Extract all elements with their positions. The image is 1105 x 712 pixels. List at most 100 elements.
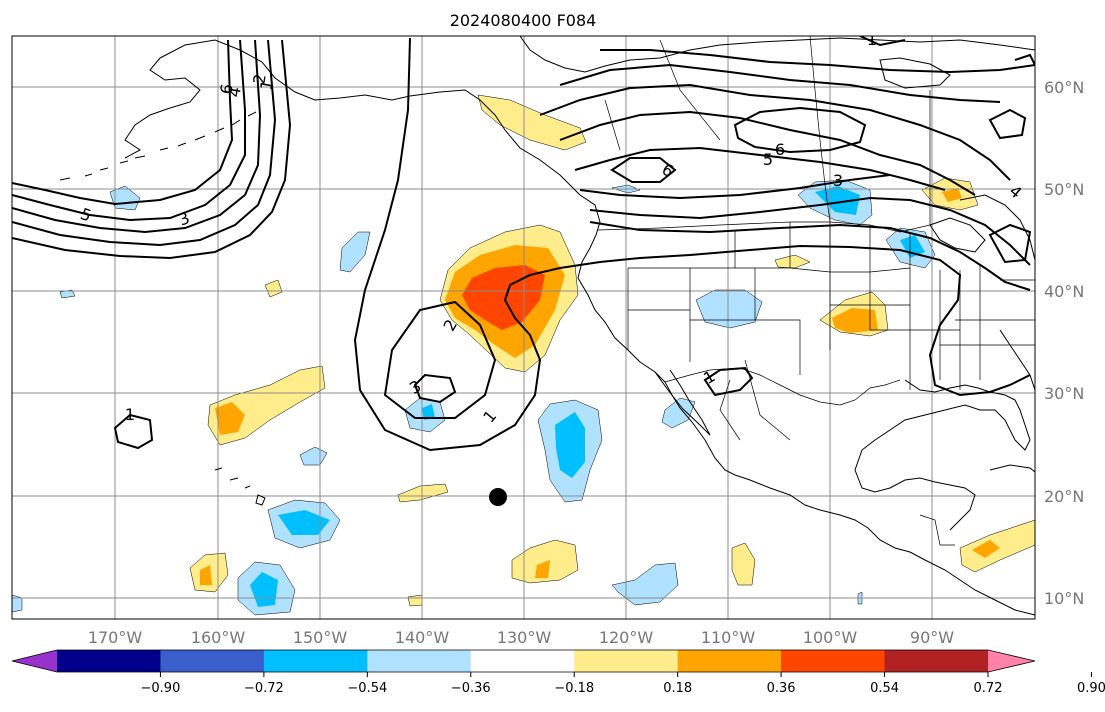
colorbar-segment: [367, 650, 472, 672]
colorbar-segment: [57, 650, 161, 672]
contour-canada-1: [600, 49, 1035, 74]
anomaly-neg-4-core: [555, 412, 585, 478]
contour-canada-8: [589, 221, 1031, 291]
colorbar-segment: [263, 650, 368, 672]
anomaly-neg-5-core: [422, 404, 435, 420]
colorbar-segment: [884, 650, 989, 672]
contour-label: 2: [249, 72, 269, 85]
lon-tick-label: 140°W: [395, 628, 450, 647]
contour-6-high-2: [610, 157, 677, 183]
lat-tick-label: 10°N: [1044, 589, 1084, 608]
anomaly-gulf-alaska: [477, 94, 587, 151]
graticule: [12, 36, 1035, 619]
contour-east-small: [988, 108, 1027, 140]
contour-label: 5: [763, 150, 773, 169]
anomaly-small-2: [397, 483, 449, 503]
contour-canada-6: [579, 174, 891, 200]
lon-tick-label: 130°W: [497, 628, 552, 647]
contours: [12, 36, 1035, 452]
anomaly-neg-9: [12, 594, 23, 613]
contour-1-mexico: [703, 366, 754, 397]
lon-tick-label: 150°W: [293, 628, 348, 647]
contour-canada-4: [559, 110, 976, 196]
colorbar-tick-label: −0.36: [451, 681, 491, 696]
anomaly-south-1: [511, 539, 579, 584]
colorbar-tick-label: 0.18: [663, 681, 692, 696]
anomaly-small-4: [774, 254, 811, 269]
anomaly-south-3: [731, 542, 756, 586]
coast-east-canada: [959, 194, 1035, 261]
contour-label: 1: [867, 30, 877, 49]
coast-hudson: [879, 57, 951, 89]
contour-label: 1: [256, 78, 276, 91]
colorbar-tick-label: 0.72: [974, 681, 1003, 696]
anomaly-south-2-core: [200, 565, 212, 585]
map-frame: [11, 35, 1036, 620]
colorbar-segment: [160, 650, 265, 672]
lat-tick-label: 50°N: [1044, 180, 1084, 199]
coast-hawaii: [214, 467, 266, 506]
colorbar-tick-label: 0.54: [870, 681, 899, 696]
anomaly-neg-14-core: [900, 235, 925, 258]
contour-top: [859, 36, 906, 47]
lat-tick-label: 30°N: [1044, 384, 1084, 403]
latitude-labels: 60°N 50°N 40°N 30°N 20°N 10°N: [1044, 78, 1084, 608]
colorbar-tick-label: −0.18: [554, 681, 594, 696]
longitude-labels: 170°W 160°W 150°W 140°W 130°W 120°W 110°…: [88, 628, 954, 647]
colorbar: −0.90 −0.72 −0.54 −0.36 −0.18 0.18 0.36 0.54 0.7…: [11, 649, 1105, 696]
anomaly-small-3: [407, 594, 423, 607]
colorbar-outline: [11, 649, 1036, 673]
colorbar-segment: [574, 650, 679, 672]
political-borders: [597, 36, 1035, 546]
anomaly-neg-11: [661, 397, 696, 429]
coast-east-us: [999, 329, 1035, 391]
contour-label: 4: [224, 85, 244, 98]
colorbar-segment: [677, 650, 782, 672]
contour-label: 1: [125, 405, 135, 424]
contour-6-high-1: [733, 106, 867, 154]
contour-label: 6: [775, 140, 785, 159]
coast-pacific-americas: [577, 221, 1035, 616]
lon-tick-label: 90°W: [910, 628, 954, 647]
colorbar-extend-min: [12, 650, 57, 672]
contour-upper-left-5: [12, 39, 292, 260]
contour-label: 6: [216, 82, 236, 95]
border-us-states: [627, 222, 1035, 390]
colorbar-extend-max: [988, 650, 1035, 672]
anomaly-neg-7-core: [278, 510, 330, 535]
contour-label: 3: [833, 171, 843, 190]
colorbar-segment: [470, 650, 575, 672]
map-title: 2024080400 F084: [450, 11, 597, 30]
coast-baja: [654, 369, 711, 436]
coastlines: [59, 36, 1035, 616]
contour-upper-left-2: [12, 39, 246, 222]
anomaly-central-america-core: [972, 540, 1000, 558]
contour-canada-7: [589, 196, 1031, 266]
contour-upper-left-1: [12, 39, 234, 206]
lon-tick-label: 170°W: [88, 628, 143, 647]
lat-tick-label: 20°N: [1044, 487, 1084, 506]
contour-1-small: [113, 413, 154, 450]
colorbar-tick-label: −0.54: [347, 681, 387, 696]
contour-1-trough: [353, 37, 1031, 452]
anomaly-small-1: [264, 279, 283, 298]
contour-ne: [1014, 53, 1035, 66]
location-marker: [489, 488, 507, 506]
colorbar-tick-label: 0.36: [767, 681, 796, 696]
contour-canada-2: [559, 63, 1001, 103]
anomaly-neg-12: [695, 289, 763, 329]
coast-cuba: [989, 464, 1035, 473]
border-us-mexico: [664, 367, 901, 406]
colorbar-tick-label: 0.90: [1077, 681, 1105, 696]
coast-aleutians: [59, 111, 257, 181]
contour-upper-left-4: [12, 39, 277, 247]
contour-east-small-2: [988, 223, 1032, 264]
coast-arctic: [519, 36, 1035, 73]
lon-tick-label: 110°W: [701, 628, 756, 647]
contour-canada-3: [539, 83, 1011, 181]
border-mexico-states: [719, 359, 955, 546]
contour-upper-left-3: [12, 39, 262, 234]
contour-3-trough: [413, 373, 457, 404]
